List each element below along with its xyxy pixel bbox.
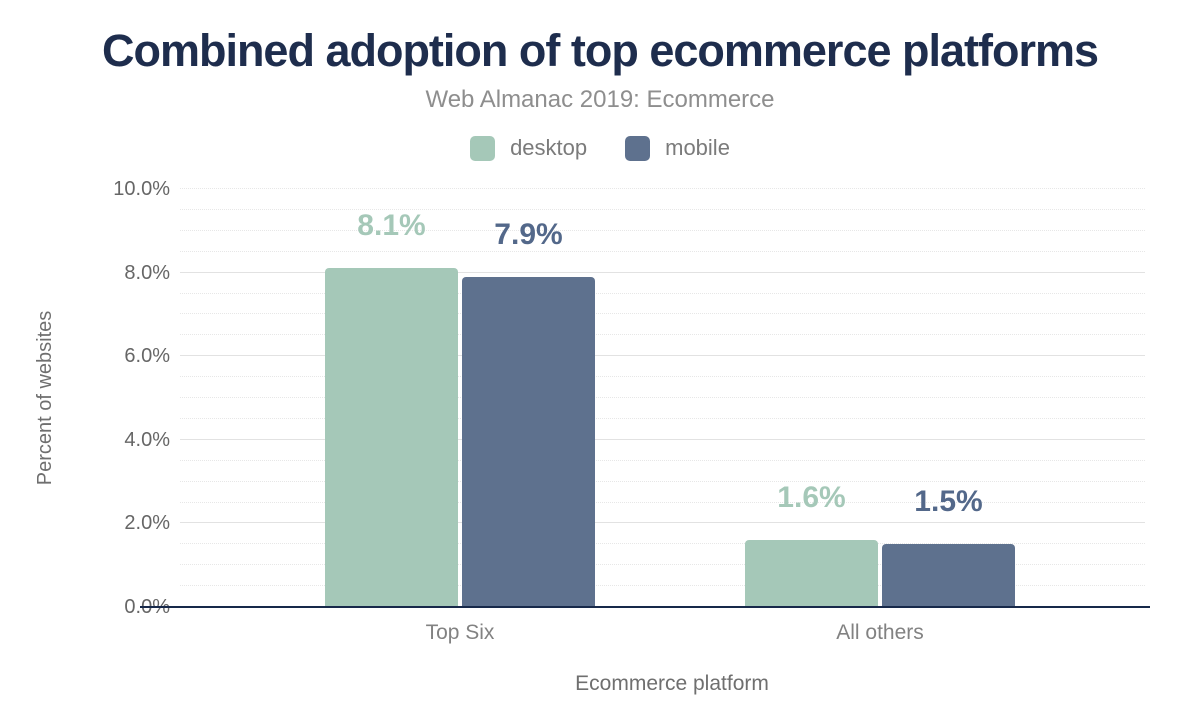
gridline	[180, 543, 1145, 545]
legend: desktop mobile	[0, 135, 1200, 161]
gridline	[180, 459, 1145, 461]
gridline	[180, 417, 1145, 419]
legend-item-mobile[interactable]: mobile	[625, 135, 730, 161]
bar-mobile-all-others[interactable]	[882, 544, 1015, 607]
desktop-color-swatch-icon	[470, 135, 496, 161]
bar-mobile-top-six[interactable]	[462, 276, 595, 607]
legend-label-desktop: desktop	[510, 135, 588, 160]
bar-desktop-all-others[interactable]	[745, 540, 878, 607]
bar-value-label: 7.9%	[494, 217, 563, 251]
gridline	[180, 397, 1145, 398]
y-tick-label: 6.0%	[124, 345, 170, 368]
y-axis-title: Percent of websites	[34, 310, 56, 486]
gridline	[180, 313, 1145, 315]
gridline	[180, 438, 1145, 440]
x-axis-title: Ecommerce platform	[575, 672, 769, 695]
gridline	[180, 334, 1145, 336]
bar-value-label: 8.1%	[357, 209, 426, 243]
bar-value-label: 1.6%	[777, 481, 846, 515]
gridline	[180, 480, 1145, 482]
chart-subtitle: Web Almanac 2019: Ecommerce	[425, 86, 775, 113]
gridline	[180, 522, 1145, 524]
y-tick-label: 4.0%	[124, 428, 170, 451]
gridline	[180, 271, 1145, 273]
x-axis-line	[140, 606, 1150, 608]
gridline	[180, 188, 1145, 189]
gridline	[180, 355, 1145, 357]
gridline	[180, 292, 1145, 294]
x-tick-label: All others	[836, 621, 924, 644]
gridline	[180, 229, 1145, 231]
gridline	[180, 250, 1145, 252]
legend-item-desktop[interactable]: desktop	[470, 135, 587, 161]
chart-title: Combined adoption of top ecommerce platf…	[101, 25, 1099, 76]
x-tick-label: Top Six	[425, 621, 495, 644]
y-tick-label: 10.0%	[113, 178, 170, 200]
gridline	[180, 564, 1145, 566]
legend-label-mobile: mobile	[665, 135, 730, 160]
gridline	[180, 501, 1145, 503]
gridline	[180, 208, 1145, 210]
bar-desktop-top-six[interactable]	[325, 268, 458, 607]
plot-area: 8.1% 1.6% 7.9% 1.5%	[140, 188, 1150, 608]
y-tick-label: 2.0%	[124, 512, 170, 535]
y-tick-label: 8.0%	[124, 261, 170, 284]
bar-value-label: 1.5%	[914, 485, 983, 519]
gridline	[180, 585, 1145, 587]
mobile-color-swatch-icon	[625, 135, 651, 161]
gridline	[180, 376, 1145, 378]
